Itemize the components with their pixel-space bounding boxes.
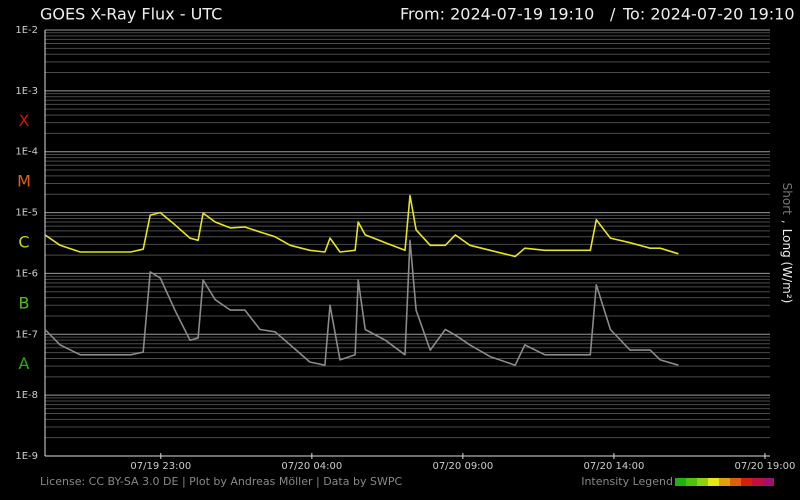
y-tick-label: 1E-2 <box>15 25 38 36</box>
flare-class-label: B <box>19 293 30 312</box>
intensity-legend-label: Intensity Legend <box>581 475 673 488</box>
flare-class-label: A <box>19 354 30 373</box>
y-tick-label: 1E-4 <box>15 147 38 158</box>
y-axis-label: Short, Long (W/m²) <box>781 183 795 304</box>
y-tick-label: 1E-3 <box>15 86 38 97</box>
chart-title: GOES X-Ray Flux - UTC <box>40 5 222 24</box>
flare-class-label: M <box>17 172 31 191</box>
flare-class-label: C <box>18 233 29 252</box>
flare-class-label: X <box>19 111 30 130</box>
y-tick-label: 1E-9 <box>15 451 38 462</box>
legend-swatch <box>675 478 686 486</box>
x-tick-label: 07/20 09:00 <box>432 461 493 472</box>
intensity-legend <box>675 478 774 486</box>
series-line <box>44 194 679 258</box>
x-tick-label: 07/19 23:00 <box>130 461 191 472</box>
legend-entry: Short <box>781 183 795 215</box>
legend-swatch <box>719 478 730 486</box>
legend-swatch <box>708 478 719 486</box>
legend-swatch <box>697 478 708 486</box>
y-tick-label: 1E-8 <box>15 390 38 401</box>
footer: License: CC BY-SA 3.0 DE | Plot by Andre… <box>40 475 402 488</box>
range-from: From: 2024-07-19 19:10 <box>400 5 594 24</box>
legend-swatch <box>763 478 774 486</box>
range-separator: / <box>610 5 616 24</box>
legend-swatch <box>686 478 697 486</box>
legend-entry: Long (W/m²) <box>781 229 795 304</box>
legend-swatch <box>730 478 741 486</box>
x-tick-label: 07/20 04:00 <box>281 461 342 472</box>
y-tick-label: 1E-6 <box>15 268 38 279</box>
x-tick-label: 07/20 19:00 <box>735 461 796 472</box>
legend-separator: , <box>781 220 795 224</box>
y-tick-label: 1E-5 <box>15 208 38 219</box>
range-to: To: 2024-07-20 19:10 <box>622 5 795 24</box>
legend-swatch <box>741 478 752 486</box>
legend-swatch <box>752 478 763 486</box>
series-line <box>44 239 679 366</box>
y-tick-label: 1E-7 <box>15 329 38 340</box>
x-tick-label: 07/20 14:00 <box>584 461 645 472</box>
